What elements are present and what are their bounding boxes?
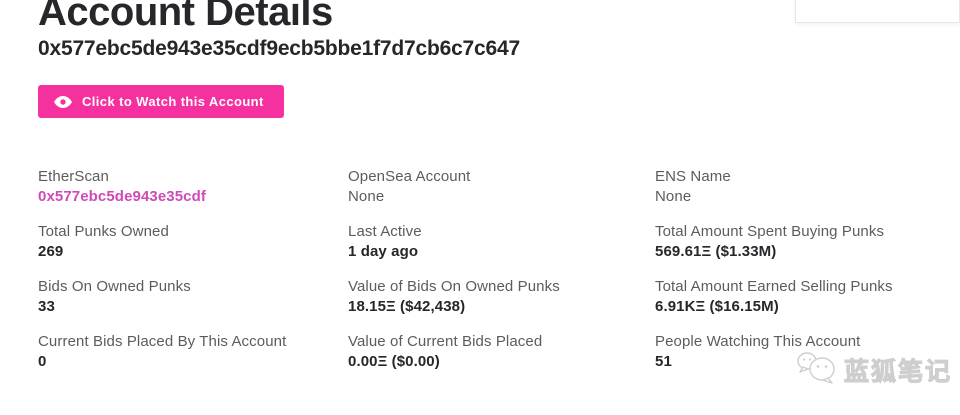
stat-value: None	[655, 188, 692, 205]
stat-value: 1 day ago	[348, 243, 419, 260]
stat-bids-on-owned: Bids On Owned Punks 33	[38, 277, 348, 317]
stat-label: Value of Current Bids Placed	[348, 333, 543, 350]
etherscan-link[interactable]: 0x577ebc5de943e35cdf	[38, 188, 206, 205]
stat-value: None	[348, 188, 385, 205]
stat-value: 569.61Ξ ($1.33M)	[655, 243, 777, 260]
account-details-page: Account Details 0x577ebc5de943e35cdf9ecb…	[38, 0, 960, 386]
stat-value: 0	[38, 353, 47, 370]
stat-total-spent-buying: Total Amount Spent Buying Punks 569.61Ξ …	[655, 222, 960, 262]
stat-current-bids-placed: Current Bids Placed By This Account 0	[38, 332, 348, 372]
stat-label: EtherScan	[38, 168, 109, 185]
stat-label: ENS Name	[655, 168, 731, 185]
stat-label: People Watching This Account	[655, 333, 861, 350]
eye-icon	[54, 95, 72, 108]
stat-value: 18.15Ξ ($42,438)	[348, 298, 466, 315]
stat-label: OpenSea Account	[348, 168, 471, 185]
page-title: Account Details	[38, 0, 333, 34]
stat-label: Bids On Owned Punks	[38, 278, 191, 295]
stat-people-watching: People Watching This Account 51	[655, 332, 960, 372]
account-address: 0x577ebc5de943e35cdf9ecb5bbe1f7d7cb6c7c6…	[38, 37, 520, 60]
stat-etherscan: EtherScan 0x577ebc5de943e35cdf	[38, 167, 348, 207]
stat-label: Current Bids Placed By This Account	[38, 333, 287, 350]
watch-account-button[interactable]: Click to Watch this Account	[38, 85, 284, 118]
stat-value: 269	[38, 243, 64, 260]
stat-label: Total Punks Owned	[38, 223, 169, 240]
stat-value-current-bids: Value of Current Bids Placed 0.00Ξ ($0.0…	[348, 332, 655, 372]
watch-button-label: Click to Watch this Account	[82, 94, 264, 109]
stat-ens-name: ENS Name None	[655, 167, 960, 207]
stat-value: 33	[38, 298, 55, 315]
stat-value: 6.91KΞ ($16.15M)	[655, 298, 779, 315]
stat-value: 0.00Ξ ($0.00)	[348, 353, 440, 370]
stat-total-punks-owned: Total Punks Owned 269	[38, 222, 348, 262]
overlay-card	[795, 0, 960, 23]
stat-label: Total Amount Spent Buying Punks	[655, 223, 885, 240]
stat-opensea-account: OpenSea Account None	[348, 167, 655, 207]
stat-label: Value of Bids On Owned Punks	[348, 278, 560, 295]
stat-last-active: Last Active 1 day ago	[348, 222, 655, 262]
stat-total-earned-selling: Total Amount Earned Selling Punks 6.91KΞ…	[655, 277, 960, 317]
stat-label: Total Amount Earned Selling Punks	[655, 278, 893, 295]
stat-value-bids-on-owned: Value of Bids On Owned Punks 18.15Ξ ($42…	[348, 277, 655, 317]
stat-value: 51	[655, 353, 672, 370]
stat-label: Last Active	[348, 223, 422, 240]
stats-grid: EtherScan 0x577ebc5de943e35cdf OpenSea A…	[38, 167, 960, 372]
